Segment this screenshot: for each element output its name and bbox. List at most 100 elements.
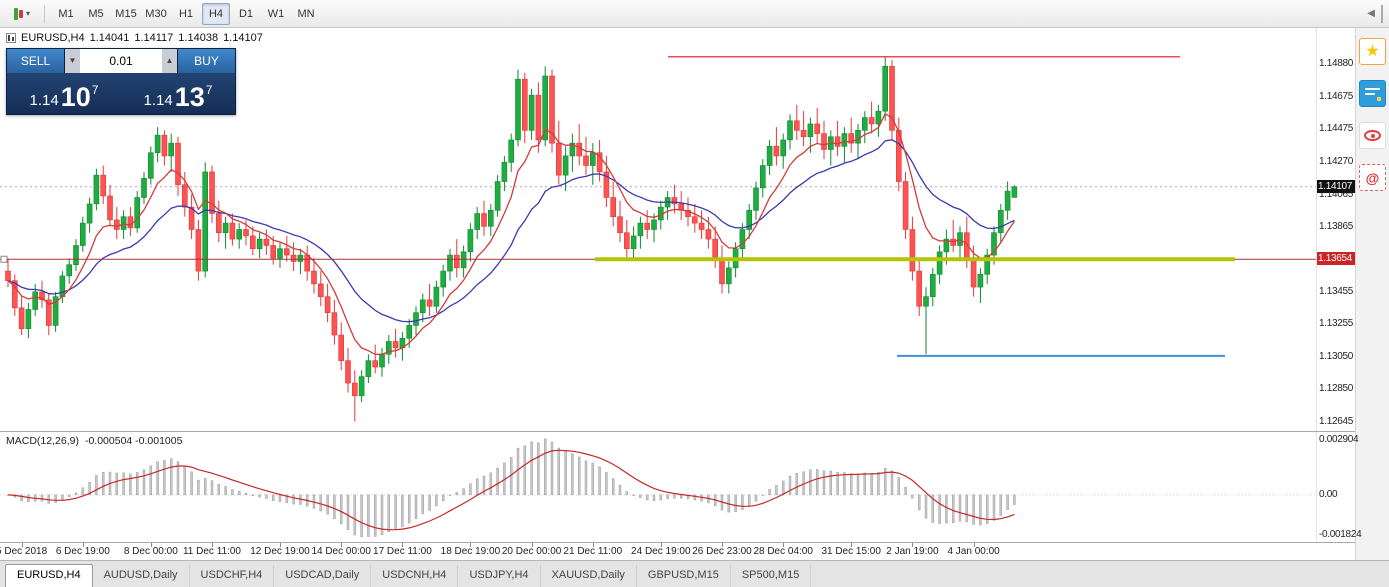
chart-tab-xauusd[interactable]: XAUUSD,Daily [541,565,637,587]
macd-pane: 0.002904 0.00 -0.001824 MACD(12,26,9) -0.0… [0,431,1362,542]
watch-button[interactable] [1359,122,1386,149]
sell-price-pips: 10 [60,82,91,113]
time-axis-label: 4 Jan 00:00 [947,546,1000,557]
buy-price-prefix: 1.14 [143,91,173,109]
buy-button[interactable]: BUY [178,49,235,73]
macd-axis-label: 0.002904 [1319,434,1359,445]
buy-price-display[interactable]: 1.14 13 7 [121,73,235,114]
price-axis-label: 1.14880 [1319,58,1354,70]
time-axis-label: 14 Dec 00:00 [311,546,371,557]
sell-price-prefix: 1.14 [29,91,59,109]
timeframe-mn-button[interactable]: MN [297,7,315,20]
time-tick [150,543,152,547]
timeframe-h4-button[interactable]: H4 [202,2,230,25]
sell-price-point: 7 [91,83,99,97]
timeframe-m30-button[interactable]: M30 [145,7,167,20]
macd-axis-label: 0.00 [1319,488,1338,500]
line-anchor[interactable] [0,255,8,263]
chart-ohlc-header: EURUSD,H4 1.14041 1.14117 1.14038 1.1410… [6,32,263,44]
sell-button[interactable]: SELL [7,49,64,73]
macd-signal-line [7,449,1015,531]
time-tick [341,543,343,547]
chart-tab-sp500[interactable]: SP500,M15 [731,565,812,587]
time-axis-label: 17 Dec 11:00 [373,546,432,557]
chart-window-icon [6,33,16,43]
chart-profile-icon[interactable]: ▾ [6,3,38,25]
eye-pupil-icon [1370,133,1375,138]
ma-slow-line [7,139,1015,323]
price-axis-label: 1.13455 [1319,286,1354,298]
bar-icon [18,9,23,18]
time-tick [212,543,213,547]
time-axis-label: 11 Dec 11:00 [182,546,241,557]
one-click-trading-panel: SELL ▼ 0.01 ▲ BUY 1.14 10 7 1.14 [6,48,236,115]
chart-tab-eurusd[interactable]: EURUSD,H4 [5,564,93,587]
lot-size-input[interactable]: 0.01 [80,49,162,73]
toolbar-separator [44,4,45,23]
macd-values: -0.000504 -0.001005 [84,435,183,447]
price-axis-label: 1.13255 [1319,318,1354,330]
chart-window: 1.14880 1.14675 1.14475 1.14270 1.14065 1.138… [0,28,1362,560]
price-axis[interactable]: 1.14880 1.14675 1.14475 1.14270 1.14065 1.138… [1316,28,1355,431]
price-axis-label: 1.14270 [1319,155,1354,167]
price-axis-label: 1.14065 [1319,188,1354,200]
chart-high-value: 1.14117 [134,32,174,44]
chart-open-value: 1.14041 [89,32,130,44]
chart-tab-usdjpy[interactable]: USDJPY,H4 [458,565,541,587]
time-tick [722,543,723,547]
time-tick [280,543,281,547]
favorites-button[interactable]: ★ [1359,38,1386,65]
time-axis-label: 26 Dec 23:00 [692,546,752,557]
price-axis-label: 1.12645 [1319,415,1354,427]
time-axis-label: 28 Dec 04:00 [753,546,813,557]
chart-tab-usdcnh[interactable]: USDCNH,H4 [371,565,459,587]
price-axis-label: 1.14475 [1319,122,1354,134]
chart-close-value: 1.14107 [223,32,263,44]
sell-price-display[interactable]: 1.14 10 7 [7,73,121,114]
main-chart-canvas[interactable] [0,28,1317,431]
lot-decrease-button[interactable]: ▼ [65,49,80,73]
time-tick [783,543,785,547]
price-pane: 1.14880 1.14675 1.14475 1.14270 1.14065 1.138… [0,28,1355,431]
chart-symbol-label: EURUSD,H4 [21,32,85,44]
mentions-button[interactable]: @ [1359,164,1386,191]
time-axis-label: 31 Dec 15:00 [821,546,881,557]
time-tick [912,543,914,547]
lot-increase-button[interactable]: ▲ [162,49,177,73]
price-axis-label: 1.13050 [1319,350,1354,362]
timeframe-h1-button[interactable]: H1 [178,7,194,20]
macd-chart-canvas[interactable] [0,432,1317,542]
time-tick [973,543,975,547]
time-tick [660,543,662,547]
macd-axis[interactable]: 0.002904 0.00 -0.001824 [1316,432,1362,542]
timeframe-w1-button[interactable]: W1 [267,7,285,20]
timeframe-m1-button[interactable]: M1 [58,7,74,20]
star-icon: ★ [1365,42,1380,60]
eye-icon [1364,130,1381,141]
panel-icon [1365,93,1375,95]
time-axis-label: 5 Dec 2018 [0,546,48,557]
chart-tab-gbpusd[interactable]: GBPUSD,M15 [637,565,731,587]
macd-header: MACD(12,26,9) -0.000504 -0.001005 [6,435,182,447]
time-axis-label: 8 Dec 00:00 [123,546,178,557]
collapse-panel-icon[interactable]: ◀ [1361,4,1383,23]
chart-tab-usdcad[interactable]: USDCAD,Daily [274,565,372,587]
time-axis-label: 12 Dec 19:00 [250,546,310,557]
panel-icon [1365,88,1380,90]
chart-tab-audusd[interactable]: AUDUSD,Daily [93,565,190,587]
time-axis-label: 21 Dec 11:00 [563,546,623,557]
buy-price-point: 7 [205,83,213,97]
timeframe-m5-button[interactable]: M5 [88,7,104,20]
macd-histogram [6,438,1016,538]
time-tick [470,543,472,547]
timeframe-m15-button[interactable]: M15 [115,7,137,20]
timeframe-d1-button[interactable]: D1 [238,7,254,20]
time-axis[interactable]: 5 Dec 2018 6 Dec 19:00 8 Dec 00:00 11 Dec 1… [0,542,1355,560]
macd-axis-label: -0.001824 [1319,529,1362,540]
panel-icon [1377,97,1381,101]
time-axis-label: 20 Dec 00:00 [501,546,562,557]
ma-fast-line [7,113,1015,356]
market-panel-button[interactable] [1359,80,1386,107]
toolbar: ▾ M1 M5 M15 M30 H1 H4 D1 W1 MN ◀ [0,0,1389,28]
chart-tab-usdchf[interactable]: USDCHF,H4 [190,565,275,587]
